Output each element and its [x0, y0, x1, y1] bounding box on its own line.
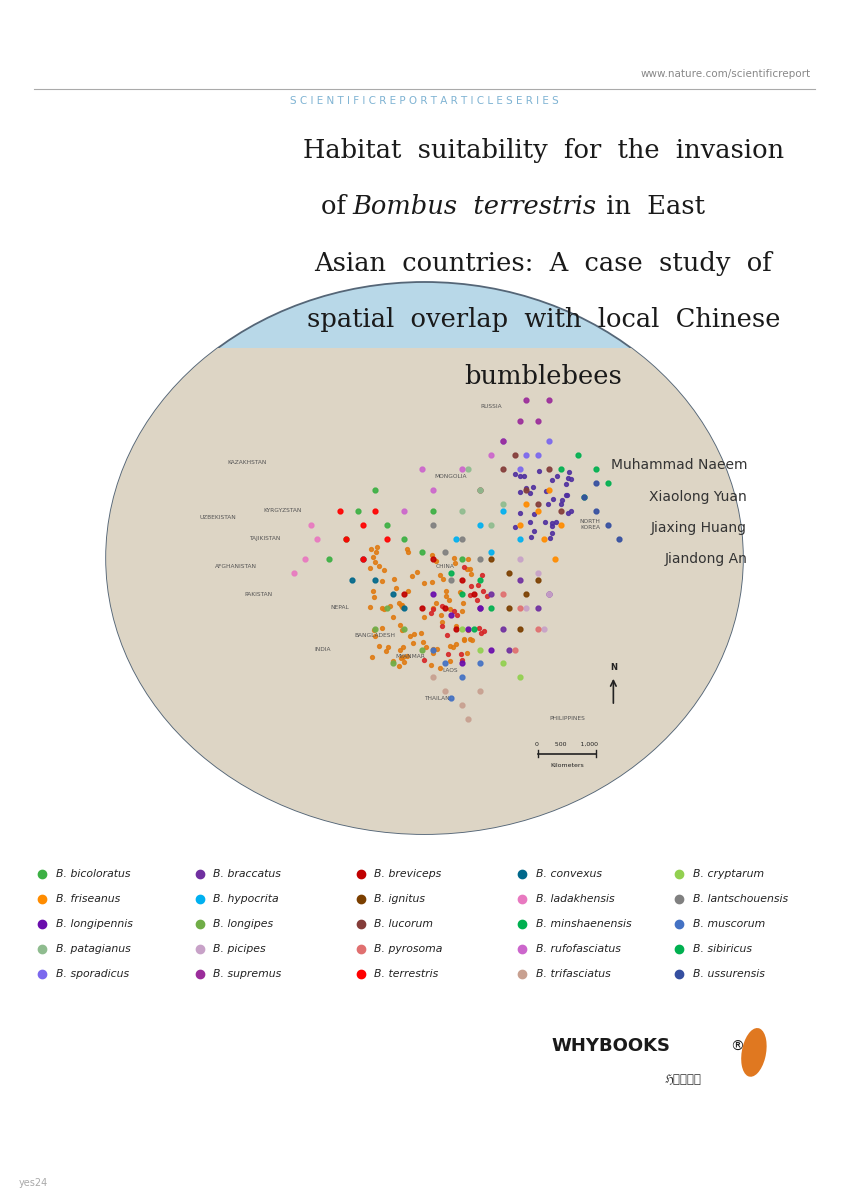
Text: B. hypocrita: B. hypocrita	[213, 894, 278, 904]
Text: bumblebees: bumblebees	[464, 364, 622, 389]
Text: B. convexus: B. convexus	[536, 869, 602, 878]
Text: B. cryptarum: B. cryptarum	[693, 869, 764, 878]
Text: B. lucorum: B. lucorum	[374, 919, 433, 929]
Text: Muhammad Naeem: Muhammad Naeem	[610, 458, 747, 473]
Text: MYANMAR: MYANMAR	[395, 654, 424, 659]
Text: RUSSIA: RUSSIA	[481, 404, 502, 409]
Text: B. ignitus: B. ignitus	[374, 894, 425, 904]
Bar	[106, 348, 743, 834]
Text: B. muscorum: B. muscorum	[693, 919, 765, 929]
Text: MONGOLIA: MONGOLIA	[435, 474, 467, 479]
Text: B. longipennis: B. longipennis	[56, 919, 133, 929]
Text: spatial  overlap  with  local  Chinese: spatial overlap with local Chinese	[306, 307, 780, 332]
Ellipse shape	[106, 282, 743, 834]
Text: B. lantschouensis: B. lantschouensis	[693, 894, 788, 904]
Text: Bombus  terrestris: Bombus terrestris	[352, 194, 597, 220]
Text: B. minshaenensis: B. minshaenensis	[536, 919, 632, 929]
Text: B. picipes: B. picipes	[213, 944, 266, 954]
Text: Asian  countries:  A  case  study  of: Asian countries: A case study of	[314, 251, 773, 276]
Text: B. sporadicus: B. sporadicus	[56, 970, 129, 979]
Text: KYRGYZSTAN: KYRGYZSTAN	[263, 509, 301, 514]
Text: B. friseanus: B. friseanus	[56, 894, 121, 904]
Text: Kilometers: Kilometers	[550, 763, 584, 768]
Text: KAZAKHSTAN: KAZAKHSTAN	[228, 460, 267, 464]
Text: B. breviceps: B. breviceps	[374, 869, 441, 878]
Text: Jiandong An: Jiandong An	[664, 552, 747, 566]
Text: B. supremus: B. supremus	[213, 970, 281, 979]
Text: AFGHANISTAN: AFGHANISTAN	[215, 564, 256, 569]
Text: INDIA: INDIA	[315, 647, 331, 652]
Text: B. rufofasciatus: B. rufofasciatus	[536, 944, 621, 954]
Text: 0        500       1,000: 0 500 1,000	[536, 742, 599, 746]
Text: www.nature.com/scientificreport: www.nature.com/scientificreport	[641, 70, 811, 79]
Ellipse shape	[741, 1028, 767, 1076]
Text: Xiaolong Yuan: Xiaolong Yuan	[649, 490, 747, 504]
Text: TAJIKISTAN: TAJIKISTAN	[249, 536, 280, 541]
Text: NORTH
KOREA: NORTH KOREA	[580, 520, 600, 530]
Text: B. pyrosoma: B. pyrosoma	[374, 944, 443, 954]
Text: Habitat  suitability  for  the  invasion: Habitat suitability for the invasion	[303, 138, 784, 163]
Text: B. ussurensis: B. ussurensis	[693, 970, 765, 979]
Text: B. ladakhensis: B. ladakhensis	[536, 894, 615, 904]
Text: PAKISTAN: PAKISTAN	[245, 592, 273, 596]
Text: yes24: yes24	[19, 1178, 48, 1188]
Text: LAOS: LAOS	[443, 668, 458, 673]
Text: B. patagianus: B. patagianus	[56, 944, 131, 954]
Text: B. trifasciatus: B. trifasciatus	[536, 970, 610, 979]
Text: CHINA: CHINA	[436, 564, 454, 569]
Text: B. terrestris: B. terrestris	[374, 970, 439, 979]
Text: BANGLADESH: BANGLADESH	[355, 634, 396, 638]
Text: ℌ와이북스: ℌ와이북스	[665, 1073, 702, 1086]
Text: B. sibiricus: B. sibiricus	[693, 944, 751, 954]
Text: ®: ®	[730, 1039, 744, 1054]
Text: B. braccatus: B. braccatus	[213, 869, 281, 878]
Text: N: N	[610, 664, 617, 672]
Text: THAILAND: THAILAND	[424, 696, 454, 701]
Text: of: of	[321, 194, 363, 220]
Text: NEPAL: NEPAL	[331, 605, 350, 611]
Text: in  East: in East	[590, 194, 705, 220]
Text: PHILIPPINES: PHILIPPINES	[549, 716, 585, 721]
Text: Jiaxing Huang: Jiaxing Huang	[651, 521, 747, 535]
Text: B. longipes: B. longipes	[213, 919, 273, 929]
Text: UZBEKISTAN: UZBEKISTAN	[200, 515, 237, 520]
Text: WHYBOOKS: WHYBOOKS	[552, 1037, 671, 1056]
Text: B. bicoloratus: B. bicoloratus	[56, 869, 131, 878]
Text: S C I E N T I F I C R E P O R T A R T I C L E S E R I E S: S C I E N T I F I C R E P O R T A R T I …	[290, 96, 559, 106]
